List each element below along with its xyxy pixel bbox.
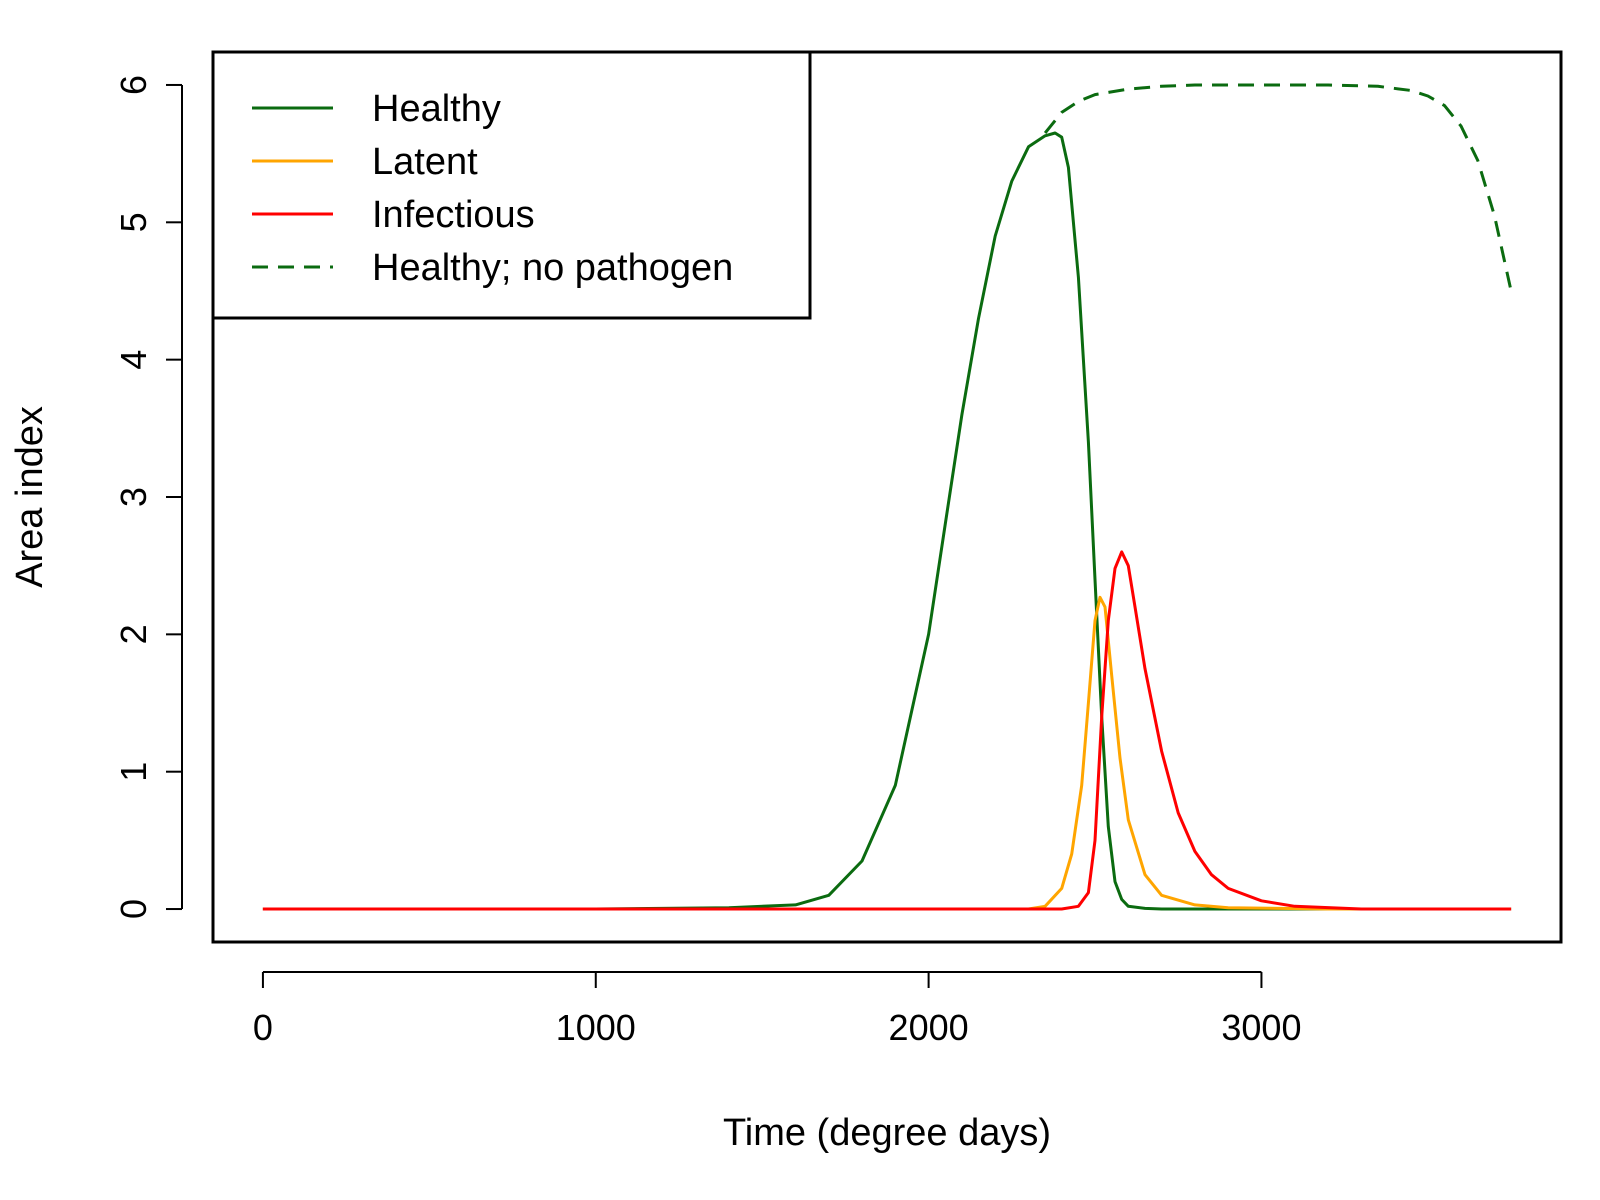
legend: Healthy Latent Infectious Healthy; no patho…	[211, 50, 812, 320]
y-axis-label: Area index	[9, 406, 51, 588]
x-axis: 0 1000 2000 3000	[253, 971, 1301, 1048]
y-tick-label: 5	[113, 212, 154, 232]
legend-label-1: Latent	[372, 141, 478, 183]
y-tick-label: 1	[113, 762, 154, 782]
x-tick-label: 1000	[556, 1007, 636, 1048]
plot-frame	[211, 50, 1563, 944]
y-tick-label: 3	[113, 487, 154, 507]
series-line-0	[262, 131, 1512, 911]
y-tick-label: 0	[113, 899, 154, 919]
x-tick-label: 0	[253, 1007, 273, 1048]
legend-box	[211, 50, 812, 320]
series-line-1	[262, 595, 1512, 911]
series-lines	[262, 83, 1513, 911]
legend-label-3: Healthy; no pathogen	[372, 247, 733, 289]
y-tick-label: 6	[113, 75, 154, 95]
x-tick-label: 2000	[889, 1007, 969, 1048]
series-line-3	[1043, 83, 1513, 292]
x-axis-label: Time (degree days)	[723, 1112, 1051, 1154]
y-tick-label: 4	[113, 350, 154, 370]
y-tick-label: 2	[113, 624, 154, 644]
legend-label-2: Infectious	[372, 194, 535, 236]
y-axis: 0 1 2 3 4 5 6	[113, 75, 183, 919]
legend-label-0: Healthy	[372, 88, 501, 130]
x-tick-label: 3000	[1221, 1007, 1301, 1048]
series-line-2	[262, 550, 1512, 911]
